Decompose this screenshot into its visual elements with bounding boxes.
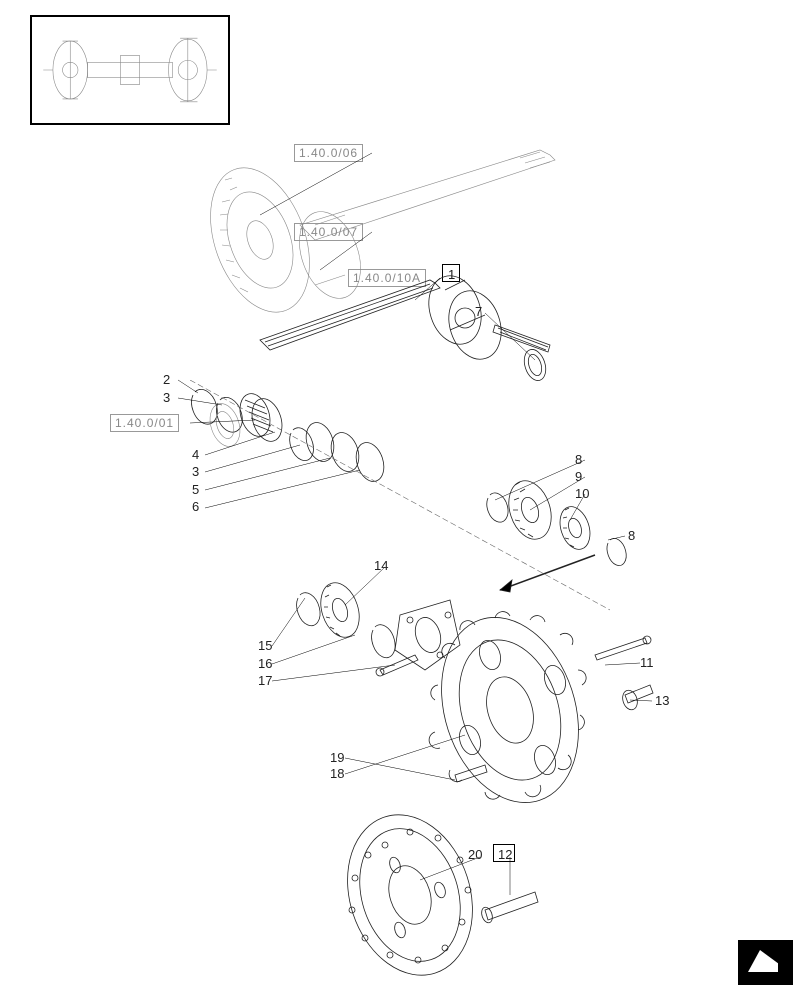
callout-20: 20 [468, 847, 482, 862]
callout-11: 11 [640, 655, 654, 670]
callout-2: 2 [163, 372, 170, 387]
callout-7: 7 [475, 304, 482, 319]
callout-3b: 3 [192, 464, 199, 479]
callout-17: 17 [258, 673, 272, 688]
callout-9: 9 [575, 469, 582, 484]
overview-axle-sketch [32, 17, 228, 123]
overview-inset [30, 15, 230, 125]
callout-6: 6 [192, 499, 199, 514]
callout-1: 1 [448, 267, 455, 282]
callout-19: 19 [330, 750, 344, 765]
callout-8a: 8 [575, 452, 582, 467]
ring-gear-bottom [310, 810, 570, 980]
callout-13: 13 [655, 693, 669, 708]
callout-14: 14 [374, 558, 388, 573]
callout-10: 10 [575, 486, 589, 501]
page-nav-icon[interactable] [738, 940, 793, 985]
callout-4: 4 [192, 447, 199, 462]
callout-15: 15 [258, 638, 272, 653]
callout-3a: 3 [163, 390, 170, 405]
callout-16: 16 [258, 656, 272, 671]
callout-8b: 8 [628, 528, 635, 543]
callout-5: 5 [192, 482, 199, 497]
callout-12: 12 [498, 847, 512, 862]
planet-carrier [400, 600, 660, 820]
ref-label-4: 1.40.0/01 [110, 414, 179, 432]
callout-18: 18 [330, 766, 344, 781]
